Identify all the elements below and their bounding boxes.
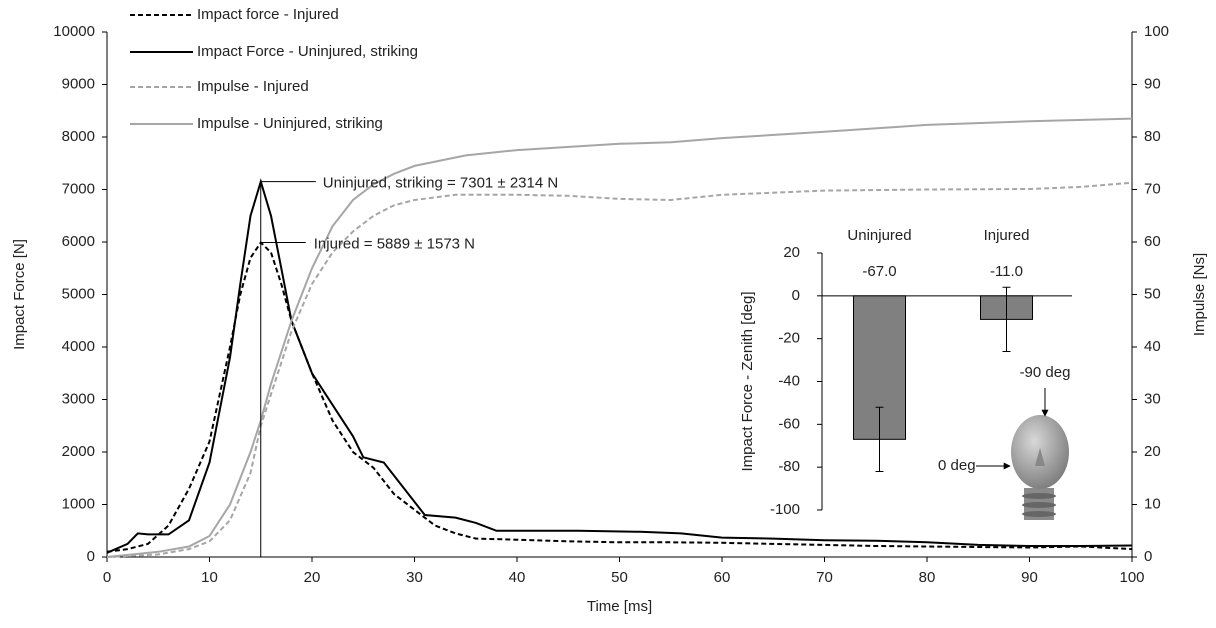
- x-tick-label: 30: [406, 569, 423, 586]
- x-tick-label: 0: [103, 569, 111, 586]
- y-tick-label: 1000: [62, 495, 95, 512]
- annotation: 0 deg: [938, 457, 976, 474]
- y-tick-label: 0: [792, 287, 800, 304]
- y-tick-label: -100: [770, 501, 800, 518]
- y-tick-label: -80: [778, 458, 800, 475]
- legend-label: Impact Force - Uninjured, striking: [197, 43, 418, 60]
- y2-tick-label: 30: [1144, 390, 1161, 407]
- y-tick-label: 5000: [62, 285, 95, 302]
- y2-tick-label: 70: [1144, 180, 1161, 197]
- x-tick-label: 40: [509, 569, 526, 586]
- y-tick-label: 3000: [62, 390, 95, 407]
- x-tick-label: 50: [611, 569, 628, 586]
- x-tick-label: 70: [816, 569, 833, 586]
- legend-label: Impulse - Uninjured, striking: [197, 115, 383, 132]
- annotation: Uninjured, striking = 7301 ± 2314 N: [323, 175, 558, 192]
- data-line: [106, 178, 1133, 554]
- x-tick-label: 60: [714, 569, 731, 586]
- y-tick-label: 6000: [62, 233, 95, 250]
- category-label: Uninjured: [847, 227, 911, 244]
- y2-tick-label: 10: [1144, 495, 1161, 512]
- y-axis-title: Impact Force [N]: [11, 239, 28, 350]
- y2-tick-label: 60: [1144, 233, 1161, 250]
- y-tick-label: -60: [778, 415, 800, 432]
- value-label: -11.0: [990, 263, 1023, 280]
- annotation: -90 deg: [1020, 364, 1071, 381]
- x-tick-label: 10: [201, 569, 218, 586]
- category-label: Injured: [984, 227, 1030, 244]
- y-tick-label: 10000: [53, 23, 95, 40]
- y-tick-label: -20: [778, 330, 800, 347]
- y2-axis-title: Impulse [Ns]: [1191, 253, 1208, 336]
- y2-tick-label: 40: [1144, 338, 1161, 355]
- y-tick-label: 20: [783, 244, 800, 261]
- y-axis-title: Impact Force - Zenith [deg]: [739, 291, 756, 471]
- y-tick-label: 2000: [62, 443, 95, 460]
- y2-tick-label: 50: [1144, 285, 1161, 302]
- head-icon: [1011, 415, 1069, 520]
- legend-label: Impact force - Injured: [197, 6, 339, 23]
- x-axis-title: Time [ms]: [587, 598, 652, 615]
- data-line: [106, 240, 1133, 553]
- x-tick-label: 80: [919, 569, 936, 586]
- y2-tick-label: 90: [1144, 75, 1161, 92]
- annotation: Injured = 5889 ± 1573 N: [314, 235, 475, 252]
- y2-tick-label: 20: [1144, 443, 1161, 460]
- y-tick-label: -40: [778, 372, 800, 389]
- y-tick-label: 7000: [62, 180, 95, 197]
- y-tick-label: 9000: [62, 75, 95, 92]
- x-tick-label: 20: [304, 569, 321, 586]
- y2-tick-label: 0: [1144, 548, 1152, 565]
- y2-tick-label: 80: [1144, 128, 1161, 145]
- data-line: [106, 117, 1133, 558]
- y-tick-label: 0: [87, 548, 95, 565]
- error-bar: [1002, 286, 1011, 353]
- y2-tick-label: 100: [1144, 23, 1169, 40]
- x-tick-label: 90: [1021, 569, 1038, 586]
- y-tick-label: 8000: [62, 128, 95, 145]
- value-label: -67.0: [862, 263, 896, 280]
- legend-label: Impulse - Injured: [197, 78, 309, 95]
- y-tick-label: 4000: [62, 338, 95, 355]
- x-tick-label: 100: [1119, 569, 1144, 586]
- error-bar: [875, 406, 884, 472]
- data-line: [106, 181, 1133, 558]
